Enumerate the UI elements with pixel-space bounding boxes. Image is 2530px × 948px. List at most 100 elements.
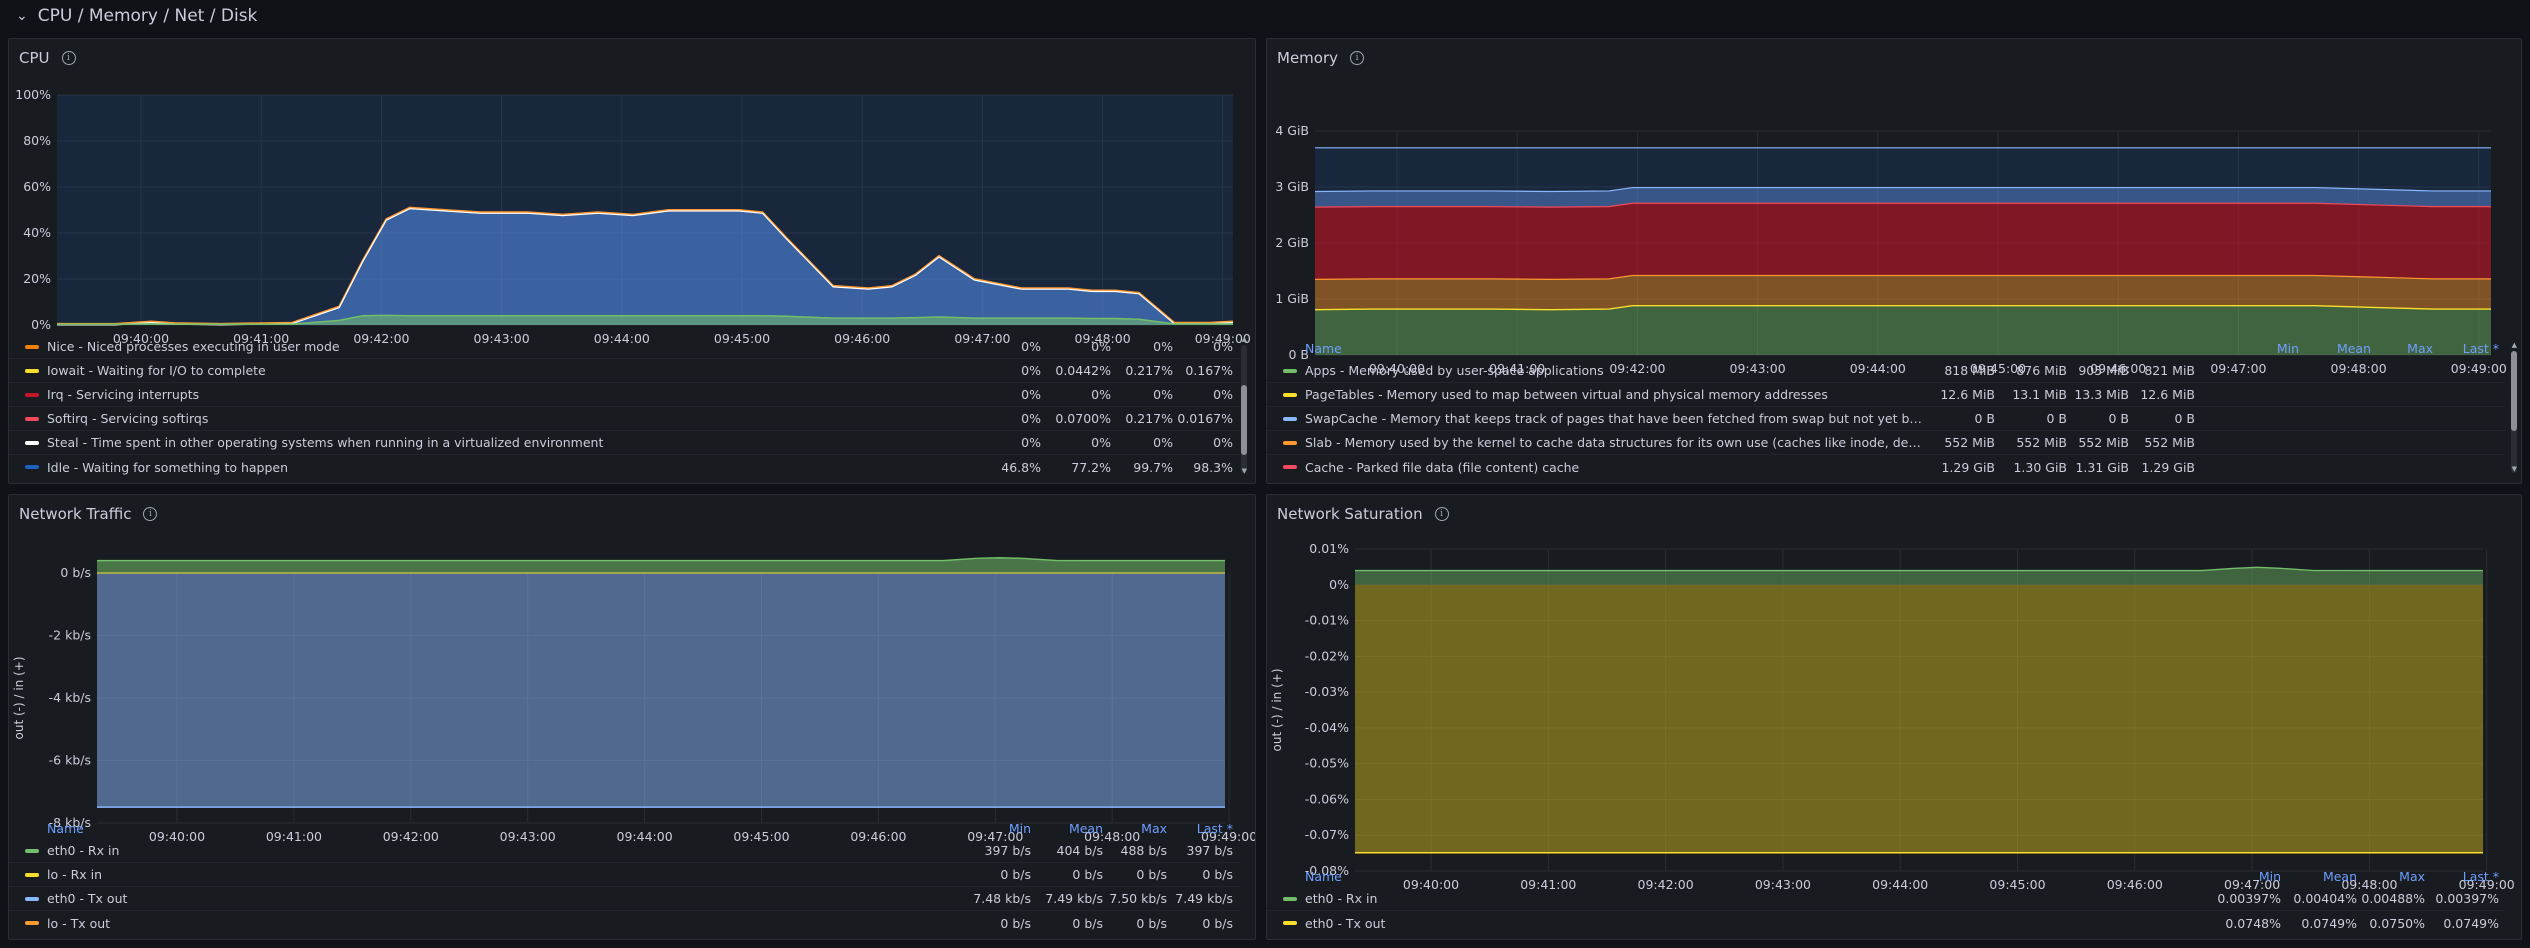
scroll-down-icon[interactable]: ▼ bbox=[1241, 467, 1247, 475]
header-last[interactable]: Last * bbox=[1196, 820, 1233, 836]
x-tick-label: 09:47:00 bbox=[954, 331, 1010, 346]
memory-chart[interactable]: 4 GiB 3 GiB 2 GiB 1 GiB 0 B 09:40:00 09:41:00 0… bbox=[1267, 79, 2522, 379]
scrollbar[interactable] bbox=[2511, 351, 2517, 473]
series-max: 0.217% bbox=[1125, 411, 1173, 426]
x-tick-label: 09:48:00 bbox=[2341, 877, 2397, 892]
series-max: 99.7% bbox=[1133, 459, 1173, 475]
legend-row[interactable]: eth0 - Tx out 7.48 kb/s 7.49 kb/s 7.50 k… bbox=[9, 887, 1239, 911]
legend-row[interactable]: lo - Tx out 0 b/s 0 b/s 0 b/s 0 b/s bbox=[9, 911, 1239, 935]
series-min: 818 MiB bbox=[1944, 363, 1995, 378]
network-traffic-chart[interactable]: 0 b/s -2 kb/s -4 kb/s -6 kb/s -8 kb/s 09:40:0… bbox=[9, 535, 1256, 865]
header-name[interactable]: Name bbox=[47, 820, 84, 836]
series-last: 0% bbox=[1213, 435, 1233, 450]
series-name: SwapCache - Memory that keeps track of p… bbox=[1305, 411, 1925, 426]
header-min[interactable]: Min bbox=[1008, 820, 1031, 836]
scroll-up-icon[interactable]: ▲ bbox=[1241, 335, 1247, 343]
y-tick-label: 2 GiB bbox=[1275, 235, 1309, 250]
x-tick-label: 09:43:00 bbox=[474, 331, 530, 346]
series-swatch bbox=[25, 344, 39, 349]
info-icon[interactable]: i bbox=[1350, 51, 1365, 65]
x-tick-label: 09:46:00 bbox=[850, 829, 906, 844]
header-name[interactable]: Name bbox=[1305, 340, 1342, 356]
series-swatch bbox=[1283, 392, 1297, 397]
series-swatch bbox=[25, 896, 39, 901]
series-last: 1.29 GiB bbox=[2141, 459, 2195, 475]
legend-row[interactable]: SwapCache - Memory that keeps track of p… bbox=[1267, 407, 2505, 431]
series-last: 0.0749% bbox=[2443, 915, 2499, 931]
header-min[interactable]: Min bbox=[2276, 340, 2299, 356]
info-icon[interactable]: i bbox=[1434, 507, 1449, 521]
scroll-down-icon[interactable]: ▼ bbox=[2511, 465, 2517, 473]
y-tick-label: -0.05% bbox=[1305, 756, 1349, 771]
series-mean: 7.49 kb/s bbox=[1045, 891, 1103, 906]
panel-title: CPU i bbox=[19, 47, 76, 69]
y-tick-label: 0% bbox=[1329, 577, 1349, 592]
series-name: Cache - Parked file data (file content) … bbox=[1305, 459, 1580, 475]
series-max: 0% bbox=[1153, 387, 1173, 402]
x-tick-label: 09:43:00 bbox=[1755, 877, 1811, 892]
legend-row[interactable]: PageTables - Memory used to map between … bbox=[1267, 383, 2505, 407]
network-saturation-legend: Name Min Mean Max Last * eth0 - Rx in 0.… bbox=[1267, 865, 2505, 939]
x-tick-label: 09:48:00 bbox=[2331, 361, 2387, 376]
header-max[interactable]: Max bbox=[2407, 340, 2433, 356]
series-swatch bbox=[1283, 896, 1297, 901]
legend-row[interactable]: Steal - Time spent in other operating sy… bbox=[9, 431, 1239, 455]
header-mean[interactable]: Mean bbox=[2336, 340, 2371, 356]
y-tick-label: -2 kb/s bbox=[49, 628, 91, 643]
swap-line bbox=[1314, 186, 2491, 193]
info-icon[interactable]: i bbox=[143, 507, 158, 521]
x-tick-label: 09:40:00 bbox=[149, 829, 205, 844]
legend-row[interactable]: eth0 - Tx out 0.0748% 0.0749% 0.0750% 0.… bbox=[1267, 911, 2505, 935]
cpu-title: CPU bbox=[19, 49, 50, 67]
header-name[interactable]: Name bbox=[1305, 868, 1342, 884]
legend-row[interactable]: Slab - Memory used by the kernel to cach… bbox=[1267, 431, 2505, 455]
series-min: 397 b/s bbox=[984, 843, 1032, 858]
info-icon[interactable]: i bbox=[61, 51, 76, 65]
legend-row[interactable]: Apps - Memory used by user-space applica… bbox=[1267, 359, 2505, 383]
x-tick-label: 09:49:00 bbox=[2451, 361, 2507, 376]
series-mean: 404 b/s bbox=[1056, 843, 1104, 858]
header-last[interactable]: Last * bbox=[2462, 868, 2499, 884]
row-header[interactable]: ⌄ CPU / Memory / Net / Disk bbox=[0, 0, 2530, 32]
x-tick-label: 09:41:00 bbox=[1489, 361, 1545, 376]
legend-row[interactable]: eth0 - Rx in 397 b/s 404 b/s 488 b/s 397… bbox=[9, 839, 1239, 863]
x-tick-label: 09:42:00 bbox=[383, 829, 439, 844]
series-last: 12.6 MiB bbox=[2140, 387, 2195, 402]
cpu-chart[interactable]: 100% 80% 60% 40% 20% 0% 09:40:00 09:41:00 09:42:… bbox=[9, 79, 1256, 385]
y-tick-label: -0.02% bbox=[1305, 648, 1349, 663]
legend-row[interactable]: Nice - Niced processes executing in user… bbox=[9, 335, 1239, 359]
legend-row[interactable]: lo - Rx in 0 b/s 0 b/s 0 b/s 0 b/s bbox=[9, 863, 1239, 887]
x-tick-label: 09:45:00 bbox=[1989, 877, 2045, 892]
header-mean[interactable]: Mean bbox=[1068, 820, 1103, 836]
rx-in-area bbox=[97, 557, 1225, 573]
series-mean: 876 MiB bbox=[2016, 363, 2067, 378]
legend-row[interactable]: Irq - Servicing interrupts 0% 0% 0% 0% bbox=[9, 383, 1239, 407]
chevron-down-icon[interactable]: ⌄ bbox=[16, 8, 28, 24]
legend-row[interactable]: Iowait - Waiting for I/O to complete 0% … bbox=[9, 359, 1239, 383]
series-swatch bbox=[25, 921, 39, 925]
network-saturation-chart[interactable]: 0.01% 0% -0.01% -0.02% -0.03% -0.04% -0.05% -0.… bbox=[1267, 535, 2522, 909]
series-name: lo - Rx in bbox=[47, 867, 103, 882]
legend-row[interactable]: Softirq - Servicing softirqs 0% 0.0700% … bbox=[9, 407, 1239, 431]
series-min: 0% bbox=[1021, 435, 1041, 450]
y-tick-label: 0 B bbox=[1288, 347, 1309, 362]
header-min[interactable]: Min bbox=[2258, 868, 2281, 884]
legend-row[interactable]: Cache - Parked file data (file content) … bbox=[1267, 455, 2505, 479]
legend-row[interactable]: Idle - Waiting for something to happen 4… bbox=[9, 455, 1239, 479]
y-tick-label: -0.01% bbox=[1305, 613, 1349, 628]
scroll-up-icon[interactable]: ▲ bbox=[2511, 341, 2517, 349]
x-tick-label: 09:44:00 bbox=[594, 331, 650, 346]
header-mean[interactable]: Mean bbox=[2322, 868, 2357, 884]
series-swatch bbox=[1283, 440, 1297, 445]
scrollbar[interactable] bbox=[1241, 345, 1247, 473]
panel-title: Network Traffic i bbox=[19, 503, 158, 525]
row-title: CPU / Memory / Net / Disk bbox=[37, 6, 258, 26]
header-max[interactable]: Max bbox=[2399, 868, 2425, 884]
header-max[interactable]: Max bbox=[1141, 820, 1167, 836]
series-last: 0.0167% bbox=[1177, 411, 1233, 426]
series-max: 0 b/s bbox=[1136, 867, 1167, 882]
panel-title: Memory i bbox=[1277, 47, 1365, 69]
y-tick-label: -6 kb/s bbox=[49, 753, 91, 768]
header-last[interactable]: Last * bbox=[2462, 340, 2499, 356]
legend-row[interactable]: eth0 - Rx in 0.00397% 0.00404% 0.00488% … bbox=[1267, 887, 2505, 911]
